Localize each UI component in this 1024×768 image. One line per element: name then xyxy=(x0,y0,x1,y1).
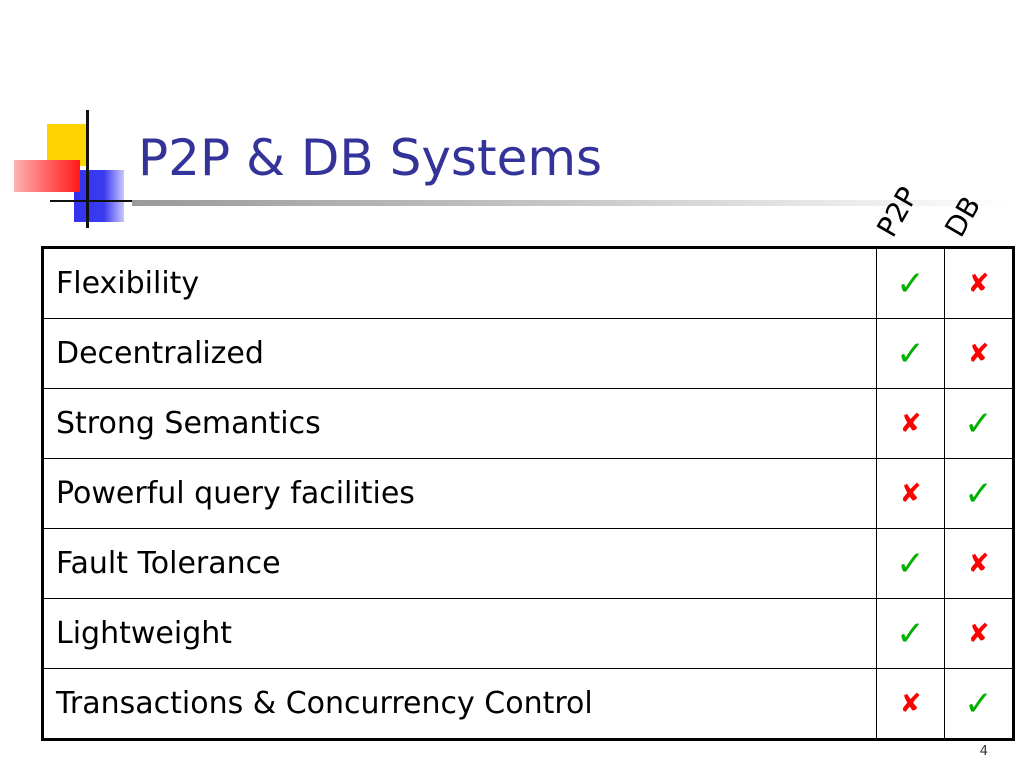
check-icon: ✓ xyxy=(896,613,925,654)
title-underline xyxy=(132,200,1012,206)
decor-blue-square xyxy=(74,170,124,222)
feature-label: Lightweight xyxy=(42,598,877,669)
cross-icon: ✘ xyxy=(899,408,922,439)
p2p-cell: ✓ xyxy=(876,318,945,389)
table-row: Transactions & Concurrency Control ✘ ✓ xyxy=(42,668,1014,740)
feature-label: Fault Tolerance xyxy=(42,528,877,599)
cross-icon: ✘ xyxy=(967,548,990,579)
db-cell: ✓ xyxy=(944,388,1014,459)
db-cell: ✓ xyxy=(944,458,1014,529)
p2p-cell: ✓ xyxy=(876,598,945,669)
table-row: Strong Semantics ✘ ✓ xyxy=(42,388,1014,459)
db-cell: ✘ xyxy=(944,528,1014,599)
cross-icon: ✘ xyxy=(899,688,922,719)
cross-icon: ✘ xyxy=(967,268,990,299)
table-row: Fault Tolerance ✓ ✘ xyxy=(42,528,1014,599)
db-cell: ✘ xyxy=(944,598,1014,669)
table-row: Flexibility ✓ ✘ xyxy=(42,247,1014,319)
p2p-cell: ✓ xyxy=(876,247,945,319)
p2p-cell: ✘ xyxy=(876,668,945,740)
feature-label: Strong Semantics xyxy=(42,388,877,459)
check-icon: ✓ xyxy=(896,543,925,584)
cross-icon: ✘ xyxy=(967,338,990,369)
feature-label: Transactions & Concurrency Control xyxy=(42,668,877,740)
p2p-cell: ✘ xyxy=(876,458,945,529)
db-cell: ✘ xyxy=(944,247,1014,319)
column-header-p2p: P2P xyxy=(870,181,925,243)
feature-label: Powerful query facilities xyxy=(42,458,877,529)
page-number: 4 xyxy=(979,744,988,759)
check-icon: ✓ xyxy=(964,683,993,724)
feature-label: Flexibility xyxy=(42,247,877,319)
check-icon: ✓ xyxy=(896,263,925,304)
decor-horizontal-line xyxy=(50,200,136,202)
feature-label: Decentralized xyxy=(42,318,877,389)
table-row: Lightweight ✓ ✘ xyxy=(42,598,1014,669)
db-cell: ✘ xyxy=(944,318,1014,389)
comparison-table: Flexibility ✓ ✘ Decentralized ✓ ✘ Strong… xyxy=(41,246,1015,741)
p2p-cell: ✘ xyxy=(876,388,945,459)
slide-title: P2P & DB Systems xyxy=(138,129,603,187)
table-row: Powerful query facilities ✘ ✓ xyxy=(42,458,1014,529)
decor-yellow-square xyxy=(47,124,89,166)
table-row: Decentralized ✓ ✘ xyxy=(42,318,1014,389)
check-icon: ✓ xyxy=(964,473,993,514)
check-icon: ✓ xyxy=(896,333,925,374)
decor-red-bar xyxy=(14,160,80,192)
db-cell: ✓ xyxy=(944,668,1014,740)
decor-vertical-line xyxy=(86,110,89,228)
p2p-cell: ✓ xyxy=(876,528,945,599)
cross-icon: ✘ xyxy=(967,618,990,649)
check-icon: ✓ xyxy=(964,403,993,444)
cross-icon: ✘ xyxy=(899,478,922,509)
